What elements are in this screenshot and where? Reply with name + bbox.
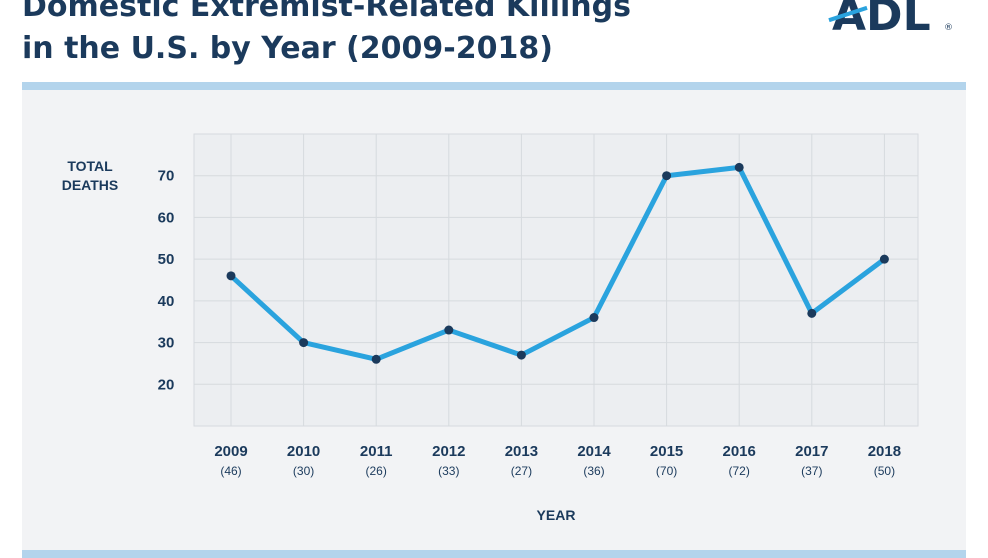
x-tick-sublabel-2014: (36) <box>583 464 604 478</box>
adl-logo-stripe <box>828 5 868 23</box>
x-tick-label-2018: 2018 <box>868 443 901 460</box>
x-tick-label-2014: 2014 <box>577 443 611 460</box>
y-tick-label-20: 20 <box>158 376 175 393</box>
x-tick-sublabel-2013: (27) <box>511 464 532 478</box>
data-point-2009 <box>226 271 236 281</box>
x-tick-sublabel-2018: (50) <box>874 464 895 478</box>
adl-logo-text: ADL <box>832 0 931 38</box>
x-tick-sublabel-2009: (46) <box>220 464 241 478</box>
data-point-2014 <box>589 313 599 323</box>
y-tick-label-30: 30 <box>158 335 175 352</box>
data-point-2016 <box>734 162 744 172</box>
x-tick-labels: 2009 (46) 2010 (30) 2011 (26) 2012 (33) 2013 (27)… <box>214 443 901 478</box>
y-tick-label-70: 70 <box>158 168 175 185</box>
data-point-2018 <box>879 254 889 264</box>
x-tick-label-2011: 2011 <box>360 443 393 460</box>
y-tick-label-50: 50 <box>158 251 175 268</box>
x-tick-label-2015: 2015 <box>650 443 683 460</box>
y-axis-label-line-1: TOTAL <box>67 158 113 174</box>
x-tick-label-2009: 2009 <box>214 443 247 460</box>
series-line-total-deaths <box>228 164 887 362</box>
data-point-2015 <box>662 171 672 181</box>
data-points <box>226 162 889 364</box>
x-tick-label-2010: 2010 <box>287 443 320 460</box>
title-line-1: Domestic Extremist-Related Killings <box>22 0 631 24</box>
x-tick-sublabel-2017: (37) <box>801 464 822 478</box>
x-tick-sublabel-2016: (72) <box>729 464 750 478</box>
x-tick-label-2012: 2012 <box>432 443 465 460</box>
adl-logo-registered-mark: ® <box>944 23 953 33</box>
x-tick-sublabel-2012: (33) <box>438 464 459 478</box>
x-tick-sublabel-2010: (30) <box>293 464 314 478</box>
y-axis-label-line-2: DEATHS <box>62 177 119 193</box>
x-tick-label-2016: 2016 <box>723 443 756 460</box>
x-tick-label-2017: 2017 <box>795 443 828 460</box>
y-tick-label-40: 40 <box>158 293 175 310</box>
top-accent-bar <box>22 82 966 90</box>
x-tick-sublabel-2015: (70) <box>656 464 677 478</box>
data-point-2017 <box>807 308 817 318</box>
y-tick-labels: 20 30 40 50 60 70 <box>158 168 175 394</box>
data-point-2012 <box>444 325 454 335</box>
data-point-2013 <box>516 350 526 360</box>
bottom-accent-bar <box>22 550 966 558</box>
plot-area <box>193 133 919 427</box>
x-tick-label-2013: 2013 <box>505 443 538 460</box>
title-line-2: in the U.S. by Year (2009-2018) <box>22 31 553 66</box>
adl-logo: ADL ® <box>828 0 953 38</box>
x-axis-label: YEAR <box>537 507 576 523</box>
data-point-2011 <box>371 354 381 364</box>
page-title: Domestic Extremist-Related Killings in t… <box>22 0 631 70</box>
x-tick-sublabel-2011: (26) <box>366 464 387 478</box>
data-point-2010 <box>299 338 309 348</box>
gridlines <box>194 134 918 426</box>
y-tick-label-60: 60 <box>158 209 175 226</box>
